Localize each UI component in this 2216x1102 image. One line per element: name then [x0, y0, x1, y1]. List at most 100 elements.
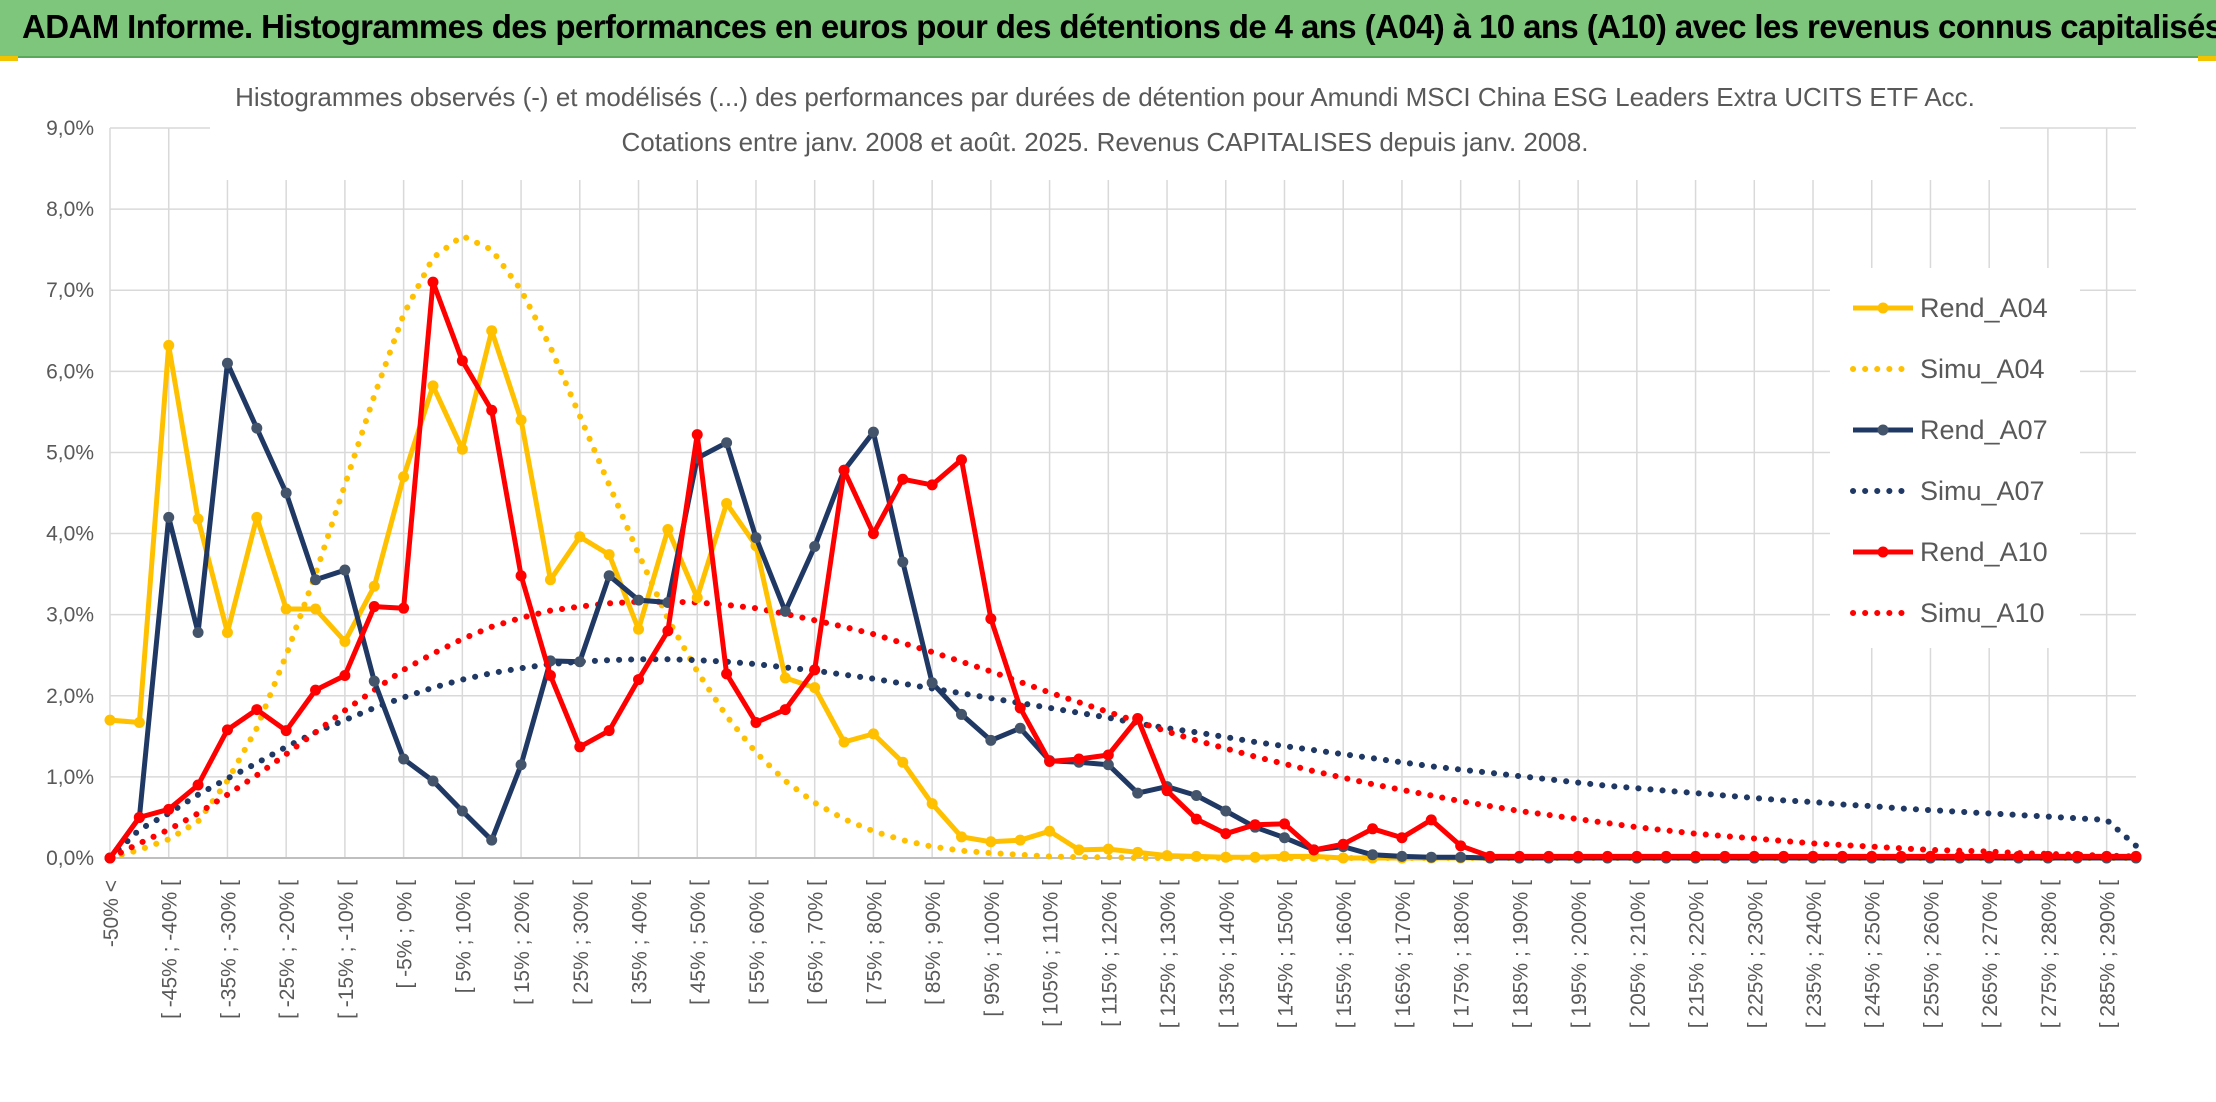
- x-tick-label: [ 275% ; 280% [: [2038, 880, 2061, 1028]
- legend-label: Rend_A07: [1920, 415, 2048, 445]
- y-tick-label: 3,0%: [46, 604, 94, 627]
- data-point: [1278, 850, 1290, 862]
- data-point: [662, 625, 674, 637]
- data-point: [1748, 850, 1760, 862]
- legend-label: Simu_A10: [1920, 598, 2045, 628]
- data-point: [486, 404, 498, 416]
- data-point: [633, 594, 645, 606]
- data-point: [721, 498, 733, 510]
- y-axis: 0,0% 1,0% 2,0% 3,0% 4,0% 5,0% 6,0% 7,0% 8,0% 9,0%: [46, 117, 94, 870]
- plot-area: [104, 232, 2142, 864]
- corner-accent-left: [0, 56, 18, 61]
- title-banner: ADAM Informe. Histogrammes des performan…: [0, 0, 2216, 58]
- x-tick-label: [ 5% ; 10% [: [452, 880, 475, 993]
- data-point: [779, 672, 791, 684]
- x-tick-label: [ 105% ; 110% [: [1040, 880, 1063, 1027]
- corner-accent-right: [2198, 56, 2216, 61]
- data-point: [251, 511, 263, 523]
- data-point: [515, 759, 527, 771]
- data-point: [515, 570, 527, 582]
- data-point: [427, 276, 439, 288]
- data-point: [163, 803, 175, 815]
- series-line: [107, 598, 2139, 861]
- data-point: [192, 627, 204, 639]
- data-point: [1367, 849, 1379, 861]
- data-point: [603, 549, 615, 561]
- data-point: [1308, 844, 1320, 856]
- x-tick-label: [ 245% ; 250% [: [1862, 880, 1885, 1028]
- data-point: [133, 717, 145, 729]
- x-tick-label: [ 215% ; 220% [: [1686, 880, 1709, 1028]
- x-tick-label: [ 115% ; 120% [: [1098, 880, 1121, 1027]
- data-point: [721, 437, 733, 449]
- data-point: [427, 775, 439, 787]
- series-simu-a10: [107, 598, 2139, 861]
- data-point: [1161, 785, 1173, 797]
- data-point: [956, 454, 968, 466]
- data-point: [691, 429, 703, 441]
- data-point: [956, 708, 968, 720]
- data-point: [398, 471, 410, 483]
- data-point: [1396, 850, 1408, 862]
- y-tick-label: 4,0%: [46, 523, 94, 546]
- data-point: [779, 704, 791, 716]
- data-point: [897, 556, 909, 568]
- data-point: [1807, 850, 1819, 862]
- data-point: [662, 524, 674, 535]
- banner-title: ADAM Informe. Histogrammes des performan…: [22, 8, 2216, 45]
- x-tick-label: [ 45% ; 50% [: [687, 880, 710, 1005]
- data-point: [1484, 850, 1496, 862]
- x-axis: -50% < [ -45% ; -40% [[ -35% ; -30% [[ -2…: [100, 880, 2120, 1028]
- data-point: [515, 414, 527, 426]
- data-point: [1102, 759, 1114, 771]
- chart: 0,0% 1,0% 2,0% 3,0% 4,0% 5,0% 6,0% 7,0% 8,0% 9,0%…: [46, 78, 2142, 1028]
- data-point: [1132, 846, 1144, 858]
- x-tick-label: [ 15% ; 20% [: [511, 880, 534, 1005]
- data-point: [1396, 832, 1408, 844]
- data-point: [1161, 850, 1173, 862]
- data-point: [574, 656, 586, 668]
- y-tick-label: 9,0%: [46, 117, 94, 140]
- x-tick-label: [ 65% ; 70% [: [805, 880, 828, 1005]
- data-point: [1102, 843, 1114, 855]
- data-point: [1190, 850, 1202, 862]
- data-point: [310, 603, 322, 615]
- legend-label: Simu_A07: [1920, 476, 2045, 506]
- data-point: [1220, 828, 1232, 840]
- x-tick-label: [ -35% ; -30% [: [217, 880, 240, 1019]
- data-point: [1836, 850, 1848, 862]
- x-tick-label: [ 185% ; 190% [: [1509, 880, 1532, 1028]
- data-point: [1660, 850, 1672, 862]
- y-tick-label: 8,0%: [46, 198, 94, 221]
- data-point: [574, 531, 586, 543]
- data-point: [926, 798, 938, 810]
- data-point: [1778, 850, 1790, 862]
- x-tick-label: [ 265% ; 270% [: [1979, 880, 2002, 1028]
- x-tick-label: [ 155% ; 160% [: [1333, 880, 1356, 1028]
- data-point: [1278, 832, 1290, 844]
- data-point: [779, 605, 791, 617]
- data-point: [1014, 834, 1026, 846]
- title-backdrop: [210, 78, 2000, 180]
- data-point: [221, 627, 233, 639]
- data-point: [544, 574, 556, 586]
- data-point: [1954, 850, 1966, 862]
- data-point: [221, 357, 233, 369]
- data-point: [1014, 702, 1026, 714]
- x-tick-label: [ 95% ; 100% [: [981, 880, 1004, 1017]
- data-point: [1337, 838, 1349, 850]
- x-tick-label: [ 135% ; 140% [: [1216, 880, 1239, 1028]
- x-tick-label: [ 35% ; 40% [: [629, 880, 652, 1005]
- data-point: [750, 532, 762, 544]
- data-point: [2101, 850, 2113, 862]
- data-point: [2130, 850, 2142, 862]
- data-point: [427, 380, 439, 392]
- data-point: [1249, 819, 1261, 831]
- data-point: [1278, 818, 1290, 830]
- x-tick-label: [ -25% ; -20% [: [276, 880, 299, 1019]
- data-point: [1367, 823, 1379, 835]
- data-point: [1455, 840, 1467, 852]
- data-point: [486, 834, 498, 846]
- legend: Rend_A04 Simu_A04 Rend_A07 Simu_A07 Rend_A10…: [1830, 268, 2080, 648]
- data-point: [809, 682, 821, 694]
